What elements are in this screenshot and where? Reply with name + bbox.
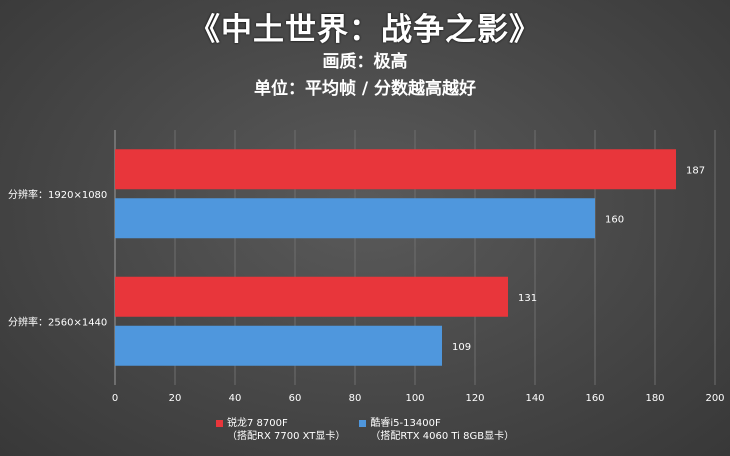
category-label: 分辨率：1920×1080 [8,188,107,201]
x-tick-label: 120 [465,393,484,404]
legend-sublabel-ryzen: （搭配RX 7700 XT显卡） [227,431,346,442]
bar [115,325,442,366]
x-tick-label: 200 [705,393,724,404]
chart-subtitle-quality: 画质：极高 [322,52,408,72]
x-tick-label: 40 [229,393,242,404]
legend-label-core: 酷睿i5-13400F [370,418,441,429]
legend-item-ryzen: 锐龙7 8700F （搭配RX 7700 XT显卡） [216,417,345,443]
x-tick-label: 160 [585,393,604,404]
x-tick-label: 140 [525,393,544,404]
x-tick-label: 60 [289,393,302,404]
x-tick-label: 20 [169,393,182,404]
chart-subtitle-unit: 单位：平均帧 / 分数越高越好 [253,79,477,99]
chart-legend: 锐龙7 8700F （搭配RX 7700 XT显卡） 酷睿i5-13400F （… [216,417,514,443]
bar-value-label: 131 [518,293,537,304]
legend-item-core: 酷睿i5-13400F （搭配RTX 4060 Ti 8GB显卡） [359,417,514,443]
chart-title: 《中土世界：战争之影》 [189,12,541,48]
bar-value-label: 109 [452,342,471,353]
bar [115,276,508,317]
x-tick-label: 0 [112,393,118,404]
legend-sublabel-core: （搭配RTX 4060 Ti 8GB显卡） [370,431,515,442]
x-tick-label: 100 [405,393,424,404]
legend-swatch-core [359,420,367,427]
bar [115,149,676,190]
legend-label-ryzen: 锐龙7 8700F [227,418,288,429]
bar-value-label: 187 [686,165,705,176]
x-tick-label: 80 [349,393,362,404]
x-tick-label: 180 [645,393,664,404]
category-label: 分辨率：2560×1440 [8,315,107,328]
legend-swatch-ryzen [216,420,223,427]
bar-value-label: 160 [605,214,624,225]
bar [115,198,595,239]
